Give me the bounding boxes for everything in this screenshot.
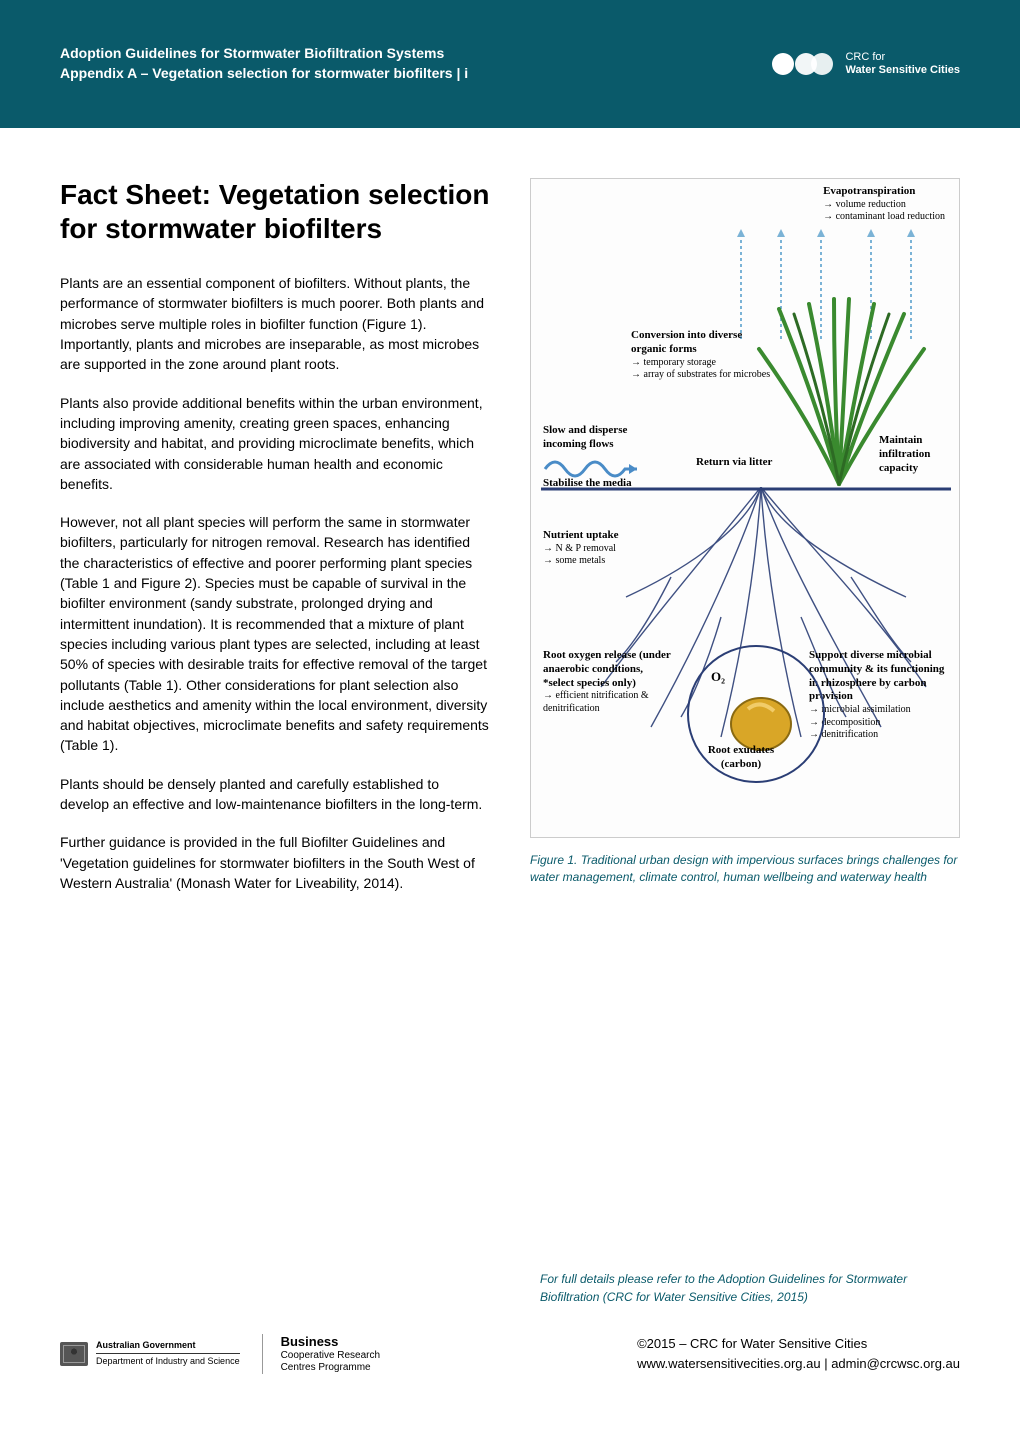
water-wave-icon — [543, 457, 653, 479]
label-slow-disperse: Slow and disperse incoming flows — [543, 424, 663, 452]
para-1: Plants are an essential component of bio… — [60, 273, 490, 374]
footer-note: For full details please refer to the Ado… — [480, 1271, 1020, 1306]
copyright-block: ©2015 – CRC for Water Sensitive Cities w… — [637, 1334, 960, 1373]
biz-line1: Business — [281, 1334, 381, 1350]
label-maintain: Maintain infiltration capacity — [879, 434, 949, 475]
para-5: Further guidance is provided in the full… — [60, 832, 490, 893]
crc-logo: CRC for Water Sensitive Cities — [769, 50, 960, 78]
text-column: Fact Sheet: Vegetation selection for sto… — [60, 178, 490, 911]
label-root-oxygen: Root oxygen release (under anaerobic con… — [543, 649, 673, 715]
gov-logos: Australian Government Department of Indu… — [60, 1334, 380, 1374]
header-line1: Adoption Guidelines for Stormwater Biofi… — [60, 44, 468, 64]
label-evapotranspiration: Evapotranspiration → volume reduction → … — [823, 185, 945, 224]
logo-text-line1: CRC for — [845, 51, 960, 64]
header-line2: Appendix A – Vegetation selection for st… — [60, 64, 468, 84]
logo-circles-icon — [769, 50, 835, 78]
header-band: Adoption Guidelines for Stormwater Biofi… — [0, 0, 1020, 128]
business-logo: Business Cooperative Research Centres Pr… — [262, 1334, 381, 1374]
figure-caption: Figure 1. Traditional urban design with … — [530, 852, 960, 886]
crest-icon — [60, 1342, 88, 1366]
aus-gov-logo: Australian Government Department of Indu… — [60, 1340, 240, 1367]
aus-gov-line2: Department of Industry and Science — [96, 1353, 240, 1367]
bottom-bar: Australian Government Department of Indu… — [0, 1306, 1020, 1414]
biz-line3: Centres Programme — [281, 1362, 381, 1374]
inset-circle-icon — [681, 639, 831, 789]
label-return-litter: Return via litter — [696, 456, 772, 470]
page-title: Fact Sheet: Vegetation selection for sto… — [60, 178, 490, 245]
biofilter-diagram: Evapotranspiration → volume reduction → … — [530, 178, 960, 838]
para-4: Plants should be densely planted and car… — [60, 774, 490, 815]
main-content: Fact Sheet: Vegetation selection for sto… — [0, 128, 1020, 951]
logo-text-line2: Water Sensitive Cities — [845, 64, 960, 77]
figure-column: Evapotranspiration → volume reduction → … — [530, 178, 960, 911]
biz-line2: Cooperative Research — [281, 1350, 381, 1362]
header-text: Adoption Guidelines for Stormwater Biofi… — [60, 44, 468, 83]
copyright-line2: www.watersensitivecities.org.au | admin@… — [637, 1354, 960, 1374]
logo-text: CRC for Water Sensitive Cities — [845, 51, 960, 77]
copyright-line1: ©2015 – CRC for Water Sensitive Cities — [637, 1334, 960, 1354]
label-nutrient: Nutrient uptake → N & P removal → some m… — [543, 529, 663, 568]
para-2: Plants also provide additional benefits … — [60, 393, 490, 494]
aus-gov-line1: Australian Government — [96, 1340, 240, 1351]
para-3: However, not all plant species will perf… — [60, 512, 490, 756]
